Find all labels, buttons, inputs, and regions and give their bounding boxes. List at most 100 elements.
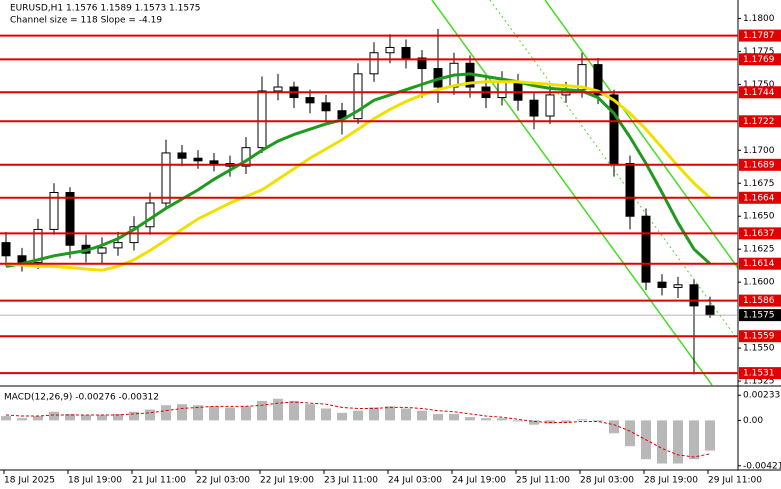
x-tick-label: 29 Jul 11:00 xyxy=(708,476,762,486)
candle-body xyxy=(193,157,203,162)
macd-bar xyxy=(241,406,251,421)
macd-bar xyxy=(65,413,75,421)
level-label-box xyxy=(739,367,781,380)
level-label-box xyxy=(739,29,781,42)
y-tick-label: 1.1750 xyxy=(743,80,775,90)
macd-bar xyxy=(17,418,27,421)
level-label: 1.1664 xyxy=(743,193,775,203)
x-tick-label: 23 Jul 11:00 xyxy=(324,476,378,486)
y-tick-label: 1.1600 xyxy=(743,278,775,288)
candle-body xyxy=(705,305,715,316)
level-label: 1.1637 xyxy=(743,229,775,239)
level-label: 1.1531 xyxy=(743,369,775,379)
candle-body xyxy=(177,152,187,159)
x-tick-label: 28 Jul 19:00 xyxy=(644,476,698,486)
macd-bar xyxy=(385,406,395,421)
macd-bar xyxy=(257,400,267,421)
candle-body xyxy=(161,152,171,204)
macd-bar xyxy=(577,419,587,421)
x-tick-label: 21 Jul 11:00 xyxy=(132,476,186,486)
level-label-box xyxy=(739,294,781,307)
current-price-box xyxy=(739,309,781,322)
macd-bar xyxy=(673,420,683,464)
macd-bar xyxy=(225,407,235,421)
y-tick-label: 0.00 xyxy=(743,416,763,426)
x-tick-label: 22 Jul 19:00 xyxy=(260,476,314,486)
y-tick-label: 1.1675 xyxy=(743,179,775,189)
level-label: 1.1559 xyxy=(743,332,775,342)
macd-bar xyxy=(273,398,283,421)
candle-body xyxy=(353,73,363,120)
candle-body xyxy=(97,247,107,254)
macd-bar xyxy=(401,408,411,421)
macd-bar xyxy=(97,414,107,421)
candle-body xyxy=(145,202,155,228)
macd-bar xyxy=(289,400,299,421)
level-label-box xyxy=(739,330,781,343)
level-label: 1.1722 xyxy=(743,117,775,127)
level-label-box xyxy=(739,227,781,240)
macd-bar xyxy=(33,416,43,421)
macd-bar xyxy=(465,417,475,421)
x-tick-label: 28 Jul 03:00 xyxy=(580,476,634,486)
macd-bar xyxy=(129,411,139,421)
macd-bar xyxy=(609,420,619,434)
level-label: 1.1689 xyxy=(743,160,775,170)
candle-body xyxy=(401,46,411,59)
macd-bar xyxy=(305,404,315,421)
y-tick-label: 0.00233 xyxy=(743,391,780,401)
y-tick-label: 1.1525 xyxy=(743,377,775,387)
x-tick-label: 25 Jul 11:00 xyxy=(516,476,570,486)
x-tick-label: 24 Jul 19:00 xyxy=(452,476,506,486)
macd-bar xyxy=(145,409,155,421)
macd-bar xyxy=(353,410,363,421)
candle-body xyxy=(17,255,27,263)
x-tick-label: 18 Jul 2025 xyxy=(4,476,55,486)
candle-body xyxy=(1,242,11,257)
candle-body xyxy=(641,215,651,283)
y-tick-label: 1.1775 xyxy=(743,47,775,57)
macd-bar xyxy=(593,420,603,422)
candle-body xyxy=(545,94,555,117)
moving-average xyxy=(5,72,712,268)
level-label-box xyxy=(739,191,781,204)
level-label-box xyxy=(739,86,781,99)
macd-bar xyxy=(545,420,555,424)
candle-body xyxy=(65,192,75,246)
macd-bar xyxy=(193,405,203,421)
candle-body xyxy=(369,52,379,75)
macd-bar xyxy=(625,420,635,447)
macd-bar xyxy=(689,420,699,460)
y-tick-label: 1.1650 xyxy=(743,212,775,222)
candle-body xyxy=(497,81,507,99)
chart-title: EURUSD,H1 1.1576 1.1589 1.1573 1.1575 xyxy=(10,4,201,14)
macd-bar xyxy=(481,418,491,421)
candle-body xyxy=(625,162,635,217)
macd-bar xyxy=(705,420,715,451)
y-tick-label: 1.1800 xyxy=(743,14,775,24)
candle-body xyxy=(689,284,699,307)
candle-body xyxy=(417,57,427,70)
candle-body xyxy=(593,64,603,96)
candle-body xyxy=(385,46,395,54)
level-label-box xyxy=(739,115,781,128)
macd-bar xyxy=(161,405,171,421)
candle-body xyxy=(113,242,123,249)
candle-body xyxy=(529,99,539,117)
candle-body xyxy=(129,226,139,244)
y-tick-label: -0.00421 xyxy=(743,461,781,471)
macd-bar xyxy=(337,412,347,421)
level-label: 1.1744 xyxy=(743,88,775,98)
macd-signal xyxy=(5,401,711,458)
level-label: 1.1787 xyxy=(743,31,775,41)
x-tick-label: 24 Jul 03:00 xyxy=(388,476,442,486)
macd-bar xyxy=(657,420,667,464)
level-label: 1.1769 xyxy=(743,55,775,65)
macd-bar xyxy=(209,406,219,421)
candle-body xyxy=(209,160,219,164)
macd-bar xyxy=(321,408,331,421)
channel-lower xyxy=(431,0,713,386)
candle-body xyxy=(257,90,267,149)
chart-subtitle: Channel size = 118 Slope = -4.19 xyxy=(10,16,162,26)
